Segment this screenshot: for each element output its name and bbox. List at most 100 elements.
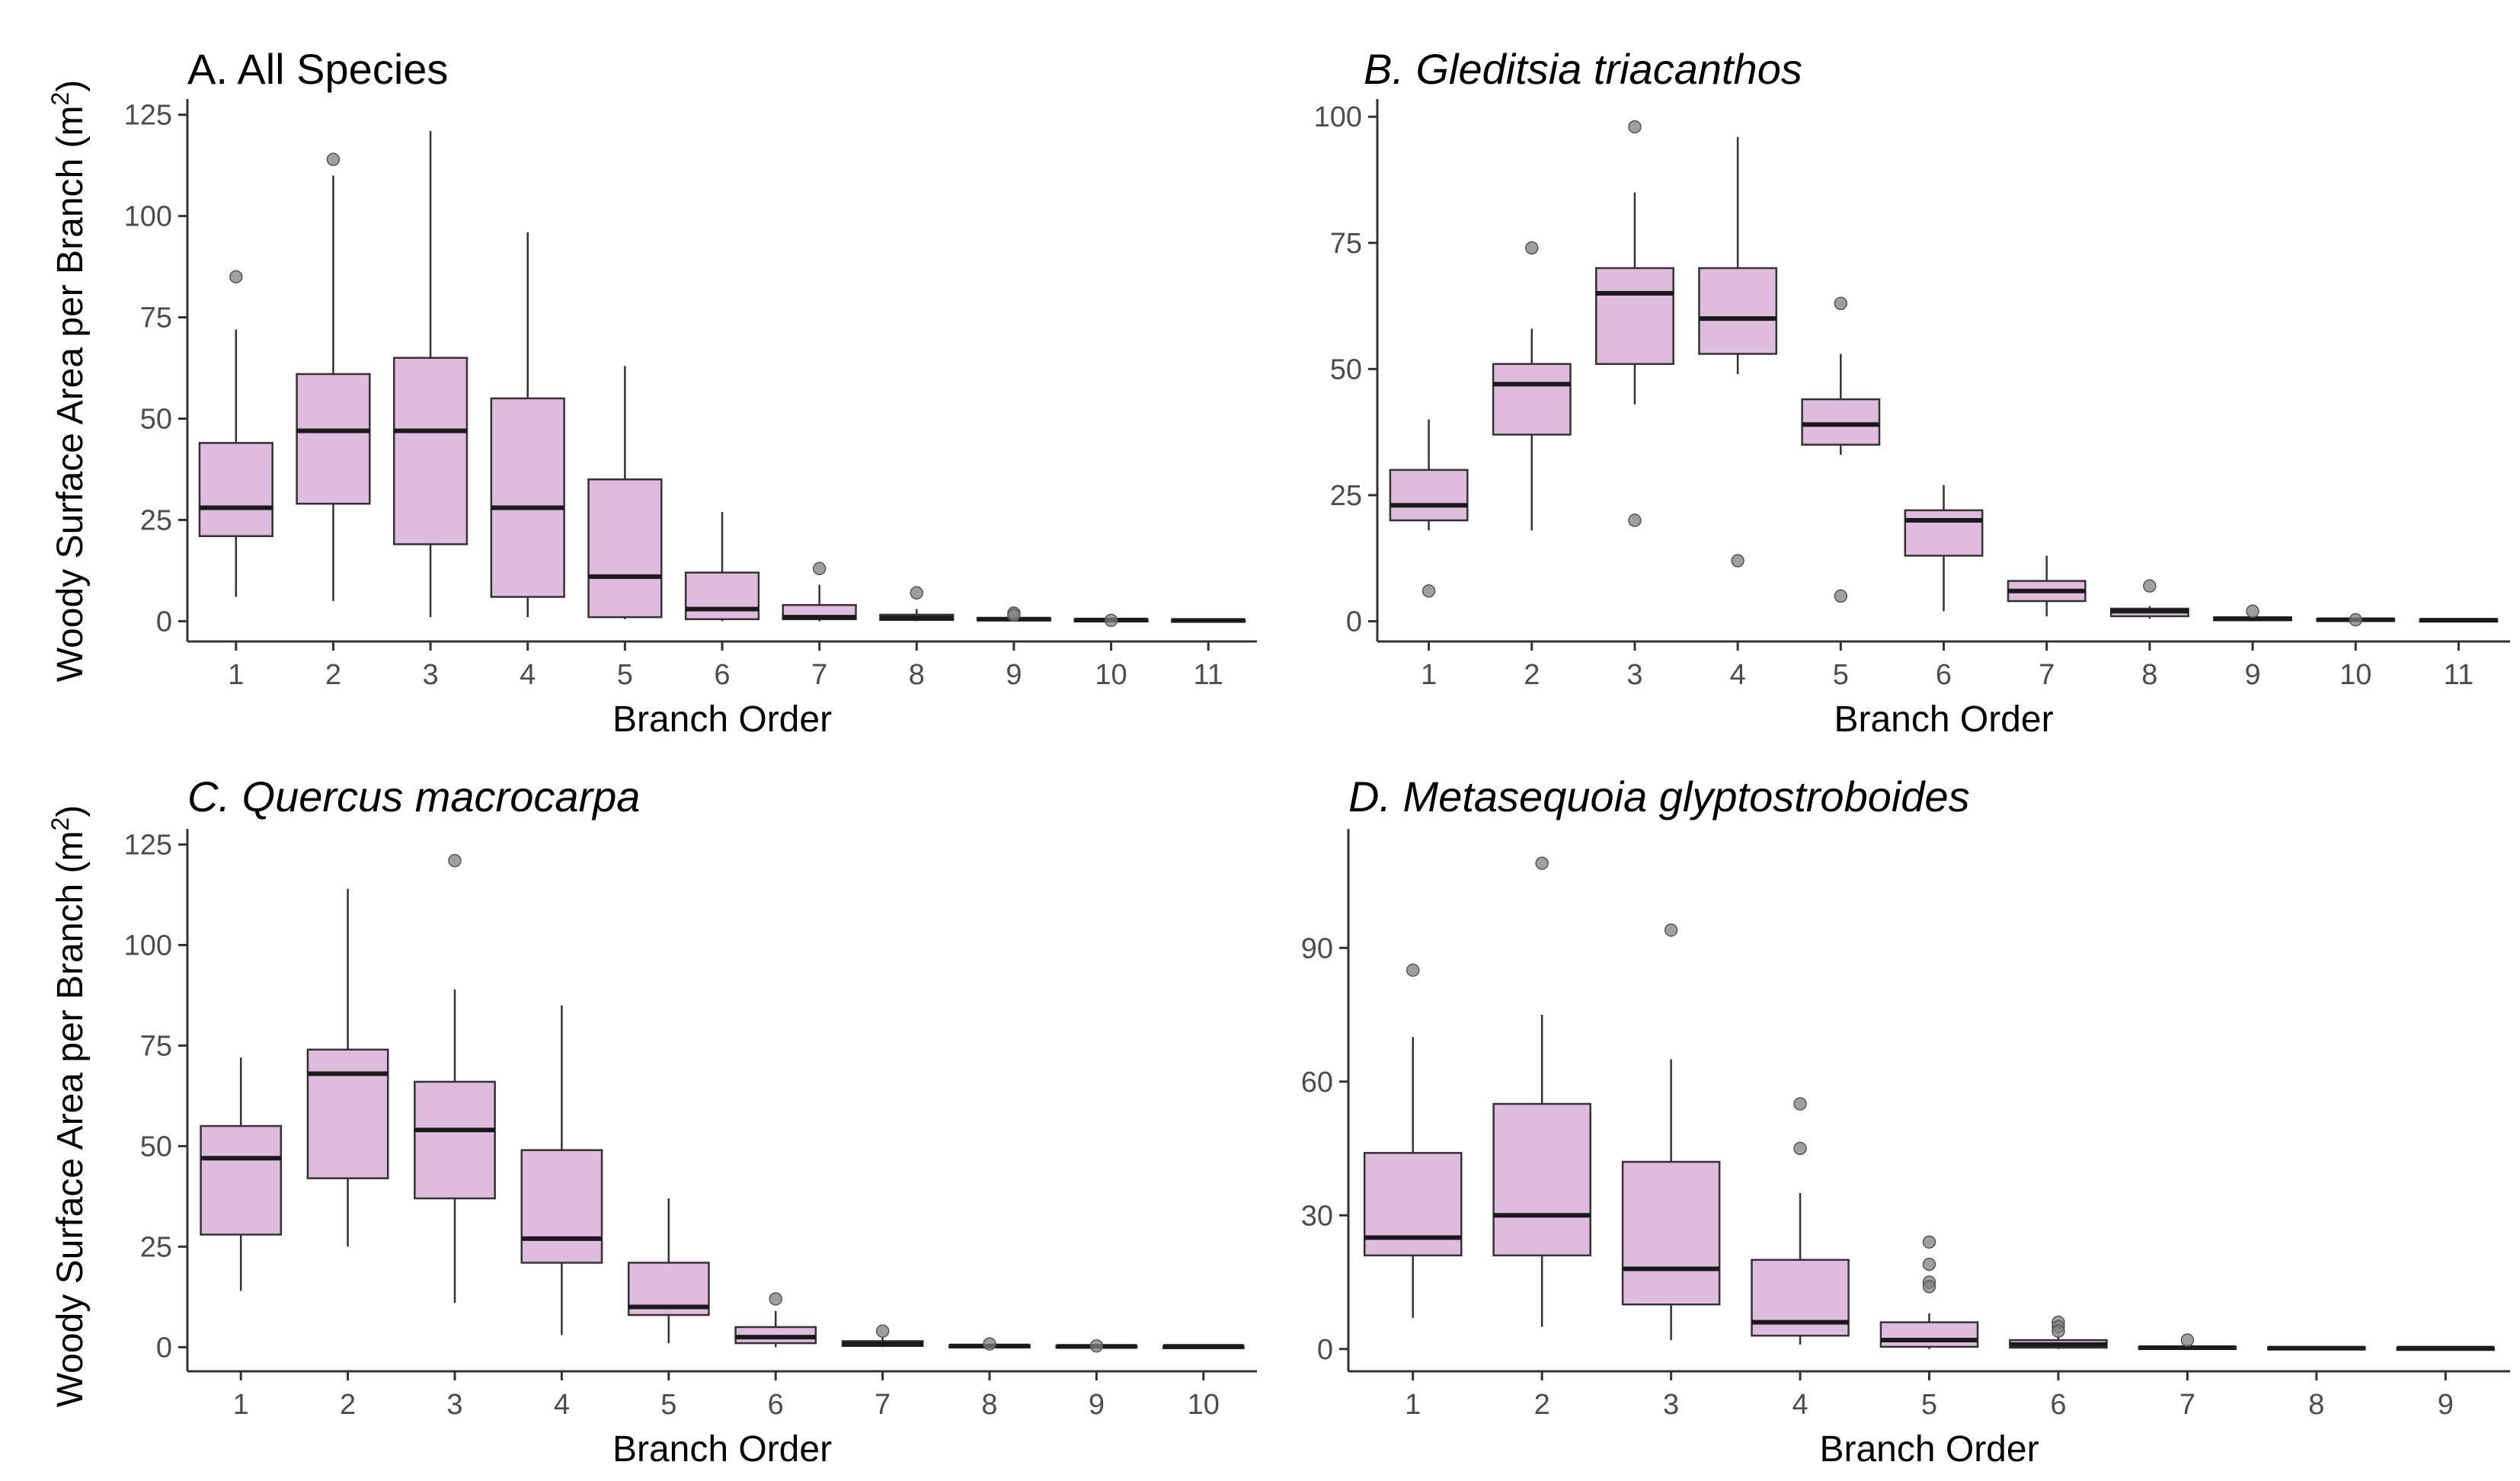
box-iqr: [306, 1048, 389, 1179]
y-tick-label: 75: [140, 1030, 172, 1062]
x-tick-label: 5: [617, 659, 633, 691]
outlier-point: [1793, 1097, 1807, 1111]
x-tick-label: 8: [981, 1389, 997, 1421]
x-tick-label: 10: [1188, 1389, 1220, 1421]
outlier-point: [1535, 856, 1549, 870]
outlier-point: [2180, 1333, 2195, 1347]
panel-a: A. All Species 0 25 50 75 100 125 1 2 3 4 5 6 7 8 9 10 11…: [124, 45, 1257, 740]
outlier-point: [1421, 584, 1436, 598]
panel-title: C. Quercus macrocarpa: [187, 772, 640, 820]
box-iqr: [392, 357, 469, 545]
outlier-point: [1731, 554, 1744, 568]
box-iqr: [296, 373, 371, 505]
outlier-point: [1628, 120, 1642, 134]
x-tick-label: 6: [768, 1389, 784, 1421]
y-tick-label: 0: [156, 606, 172, 638]
box-iqr: [1595, 267, 1674, 366]
x-tick-label: 6: [1936, 659, 1952, 691]
box-6: [1904, 485, 1984, 612]
box-iqr: [1389, 469, 1469, 522]
x-tick-label: 1: [1405, 1389, 1421, 1421]
box-6: [2009, 1315, 2108, 1349]
box-5: [627, 1198, 710, 1344]
box-11: [2419, 618, 2499, 623]
x-tick-label: 6: [2050, 1389, 2066, 1421]
x-tick-label: 9: [1089, 1389, 1105, 1421]
x-tick-label: 7: [875, 1389, 891, 1421]
box-10: [2316, 613, 2396, 627]
x-tick-label: 11: [1193, 659, 1223, 691]
x-tick-label: 6: [714, 659, 730, 691]
box-iqr: [198, 442, 273, 537]
panel-title: B. Gleditsia triacanthos: [1364, 45, 1802, 93]
x-tick-label: 3: [1663, 1389, 1679, 1421]
y-axis-label-close: ): [50, 805, 91, 817]
x-tick-label: 1: [228, 659, 244, 691]
outlier-point: [875, 1324, 890, 1338]
box-4: [520, 1005, 603, 1335]
outlier-point: [1664, 923, 1678, 937]
box-1: [1363, 963, 1463, 1318]
box-3: [1595, 120, 1674, 527]
y-axis-label-superscript: 2: [46, 92, 74, 106]
y-tick-label: 50: [1330, 353, 1362, 385]
y-axis-label-top: Woody Surface Area per Branch (m2): [46, 80, 91, 683]
outlier-point: [1834, 296, 1848, 311]
outlier-point: [2246, 604, 2259, 619]
outlier-point: [326, 152, 341, 166]
box-8: [2267, 1345, 2366, 1351]
y-axis-label-text: Woody Surface Area per Branch (m: [50, 830, 91, 1407]
box-7: [2007, 555, 2087, 616]
y-tick-label: 75: [140, 302, 172, 334]
outlier-point: [1628, 513, 1642, 527]
x-tick-label: 5: [1833, 659, 1849, 691]
x-tick-label: 8: [909, 659, 925, 691]
box-9: [1055, 1339, 1138, 1353]
box-10: [1073, 613, 1149, 628]
outlier-point: [812, 561, 827, 576]
x-tick-label: 4: [520, 659, 536, 691]
box-5: [1801, 296, 1881, 603]
x-tick-label: 3: [446, 1389, 462, 1421]
box-7: [782, 561, 857, 622]
y-tick-label: 125: [124, 830, 172, 862]
box-4: [1751, 1097, 1850, 1345]
box-6: [684, 511, 760, 622]
y-tick-label: 90: [1301, 932, 1333, 964]
x-axis-label: Branch Order: [612, 1429, 832, 1470]
box-9: [2213, 604, 2292, 622]
outlier-point: [1922, 1235, 1936, 1249]
x-tick-label: 2: [1534, 1389, 1550, 1421]
box-iqr: [587, 478, 663, 619]
box-7: [841, 1324, 924, 1348]
x-tick-label: 5: [660, 1389, 676, 1421]
panel-c: C. Quercus macrocarpa 0 25 50 75 100 125 1 2 3 4 5 6…: [124, 772, 1257, 1470]
box-iqr: [1492, 363, 1572, 436]
box-6: [734, 1292, 817, 1348]
x-tick-label: 1: [1421, 659, 1437, 691]
box-3: [392, 130, 469, 618]
box-iqr: [200, 1124, 283, 1236]
y-tick-label: 125: [124, 100, 172, 132]
box-5: [587, 366, 663, 619]
outlier-point: [2143, 579, 2157, 593]
box-iqr: [1698, 267, 1778, 355]
x-tick-label: 10: [2339, 659, 2371, 691]
box-iqr: [520, 1149, 603, 1264]
outlier-point: [1089, 1339, 1104, 1353]
outlier-point: [2051, 1324, 2065, 1339]
box-1: [200, 1057, 283, 1291]
outlier-point: [229, 270, 243, 284]
outlier-point: [1834, 589, 1848, 603]
panel-d: D. Metasequoia glyptostroboides 0 30 60 90 1 2…: [1301, 772, 2510, 1470]
box-9: [976, 606, 1052, 622]
panel-b: B. Gleditsia triacanthos 0 25 50 75 100 1 2 3 4 5 6…: [1314, 45, 2510, 740]
box-9: [2396, 1345, 2496, 1351]
x-tick-label: 7: [811, 659, 827, 691]
box-8: [2109, 579, 2189, 619]
outlier-point: [1104, 613, 1118, 628]
x-tick-label: 2: [325, 659, 341, 691]
box-iqr: [414, 1080, 496, 1200]
y-tick-label: 60: [1301, 1067, 1333, 1099]
